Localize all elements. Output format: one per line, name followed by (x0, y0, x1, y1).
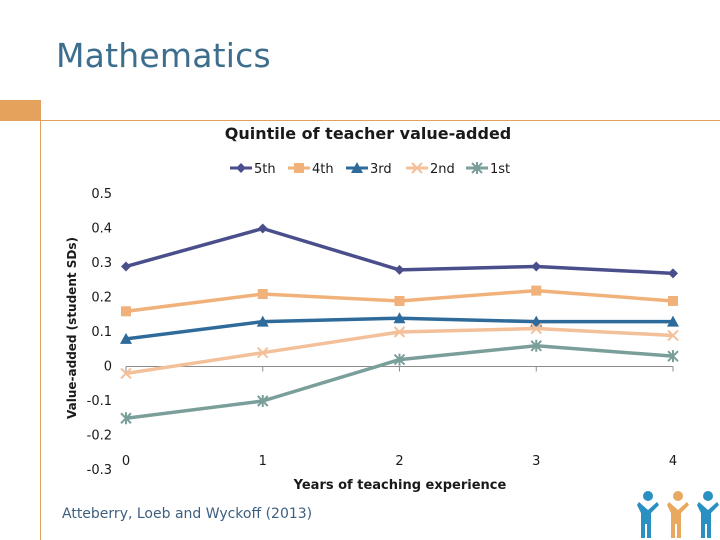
y-tick-label: 0.4 (91, 222, 112, 237)
data-point-1st (530, 339, 542, 352)
x-tick-label: 4 (669, 454, 677, 469)
data-point-4th (257, 289, 268, 300)
data-point-5th (121, 261, 131, 272)
y-tick-label: 0.5 (91, 187, 112, 202)
y-tick-label: -0.2 (87, 429, 112, 444)
legend-item-1st: 1st (466, 162, 510, 177)
data-point-2nd (120, 367, 132, 380)
x-tick-label: 2 (395, 454, 403, 469)
legend-item-5th: 5th (230, 162, 276, 177)
legend-marker-3rd (351, 162, 363, 173)
series-lines (125, 226, 674, 420)
data-point-3rd (667, 315, 679, 327)
legend-label: 4th (312, 162, 334, 177)
legend-label: 5th (254, 162, 276, 177)
accent-line-vertical (40, 100, 41, 540)
y-tick-label: 0.2 (91, 291, 112, 306)
accent-block (0, 100, 40, 121)
data-point-5th (257, 223, 268, 234)
data-point-2nd (257, 346, 269, 359)
legend-label: 2nd (430, 162, 455, 177)
legend-marker-1st (471, 162, 483, 174)
data-point-5th (394, 264, 405, 275)
x-tick-label: 1 (259, 454, 267, 469)
data-point-3rd (530, 315, 543, 327)
people-group-logo (637, 491, 719, 538)
data-point-4th (121, 306, 131, 317)
data-point-3rd (120, 332, 132, 344)
legend-marker-5th (236, 163, 246, 173)
y-tick-label: -0.3 (87, 463, 112, 478)
x-tick-label: 0 (122, 454, 130, 469)
x-axis: 0 1 2 3 4 (122, 366, 677, 469)
data-point-1st (393, 353, 406, 366)
chart-title: Quintile of teacher value-added (225, 124, 512, 143)
data-point-4th (394, 295, 405, 306)
y-axis-label: Value-added (student SDs) (65, 237, 79, 419)
legend-label: 3rd (370, 162, 392, 177)
data-point-1st (120, 412, 132, 425)
data-point-5th (531, 261, 542, 272)
data-point-2nd (530, 322, 542, 335)
slide-title: Mathematics (56, 36, 271, 75)
legend-item-3rd: 3rd (346, 162, 392, 177)
legend-marker-4th (294, 163, 304, 173)
source-citation: Atteberry, Loeb and Wyckoff (2013) (62, 506, 313, 522)
y-tick-label: -0.1 (87, 394, 112, 409)
data-point-1st (667, 350, 679, 363)
y-tick-label: 0.3 (91, 256, 112, 271)
legend-label: 1st (490, 162, 510, 177)
chart-legend: 5th 4th 3rd 2nd 1st (230, 162, 510, 177)
y-tick-label: 0.1 (91, 325, 112, 340)
legend-item-2nd: 2nd (406, 162, 455, 177)
legend-marker-2nd (411, 162, 423, 174)
x-axis-label: Years of teaching experience (293, 478, 507, 493)
data-point-2nd (393, 326, 406, 338)
legend-item-4th: 4th (288, 162, 334, 177)
x-tick-label: 3 (532, 454, 540, 469)
y-tick-label: 0 (104, 360, 112, 375)
series-markers (120, 223, 679, 425)
data-point-4th (668, 295, 678, 306)
accent-line-horizontal (40, 120, 720, 121)
y-axis: -0.3 -0.2 -0.1 0 0.1 0.2 0.3 0.4 0.5 (87, 187, 112, 478)
data-point-4th (531, 285, 542, 296)
data-point-5th (668, 268, 678, 279)
data-point-3rd (256, 315, 269, 327)
data-point-1st (257, 395, 269, 407)
data-point-2nd (667, 329, 679, 342)
data-point-3rd (393, 312, 406, 324)
